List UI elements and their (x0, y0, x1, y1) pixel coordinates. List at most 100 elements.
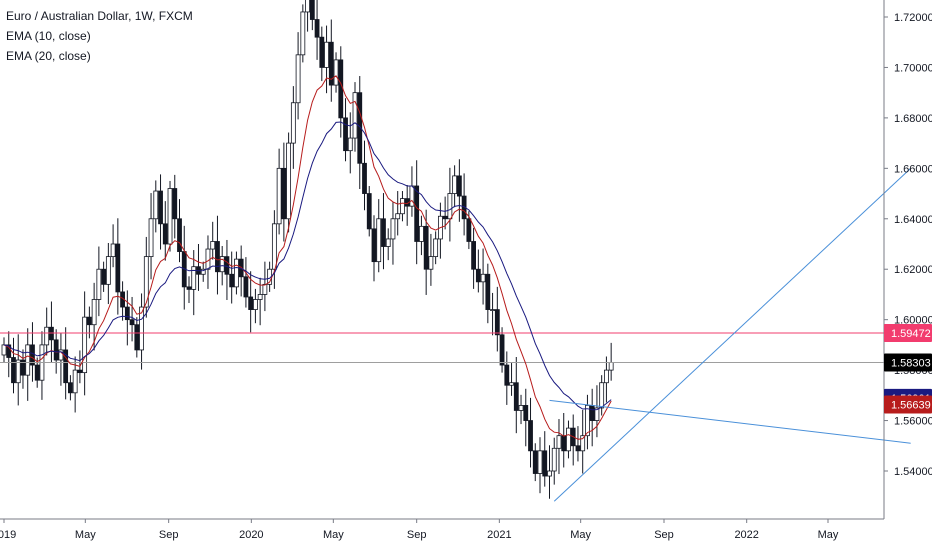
candle[interactable] (585, 394, 590, 450)
candle[interactable] (338, 46, 344, 138)
candle[interactable] (400, 191, 405, 222)
candle[interactable] (286, 132, 292, 233)
candle[interactable] (532, 443, 538, 482)
candle[interactable] (385, 228, 391, 261)
candle[interactable] (570, 414, 576, 466)
candle[interactable] (404, 184, 410, 226)
candle[interactable] (276, 148, 282, 235)
candle[interactable] (414, 160, 420, 265)
candle[interactable] (253, 288, 258, 324)
candle[interactable] (196, 244, 201, 291)
candle[interactable] (148, 193, 154, 280)
candle[interactable] (224, 239, 230, 300)
candle[interactable] (158, 174, 163, 250)
candle[interactable] (433, 231, 439, 265)
candle[interactable] (371, 215, 377, 282)
candle[interactable] (442, 196, 448, 230)
candle[interactable] (362, 140, 367, 211)
candle[interactable] (200, 261, 206, 282)
candle[interactable] (608, 342, 614, 381)
candle[interactable] (248, 271, 254, 333)
candle[interactable] (537, 437, 543, 494)
candle[interactable] (110, 224, 116, 268)
candle[interactable] (575, 426, 581, 462)
candle[interactable] (461, 173, 467, 236)
candle[interactable] (172, 174, 178, 239)
candle[interactable] (352, 82, 358, 152)
candle[interactable] (115, 218, 121, 315)
candle[interactable] (566, 420, 571, 459)
candle[interactable] (547, 445, 552, 499)
candle[interactable] (191, 250, 197, 316)
candle[interactable] (281, 142, 287, 242)
candle[interactable] (480, 248, 486, 305)
candle[interactable] (556, 419, 562, 475)
candle[interactable] (589, 388, 595, 447)
candle[interactable] (139, 293, 144, 370)
candle[interactable] (604, 356, 609, 403)
candle[interactable] (257, 277, 263, 326)
candle[interactable] (91, 282, 97, 351)
candle[interactable] (25, 328, 31, 401)
candle[interactable] (15, 334, 21, 406)
candle[interactable] (72, 356, 78, 413)
candle[interactable] (490, 292, 495, 336)
candle[interactable] (120, 281, 125, 321)
trendline[interactable] (553, 167, 912, 502)
candle[interactable] (343, 98, 348, 162)
candle[interactable] (271, 210, 277, 289)
candle[interactable] (509, 363, 514, 396)
candle[interactable] (162, 201, 168, 261)
candle[interactable] (580, 409, 586, 474)
candle[interactable] (305, 0, 310, 32)
candle[interactable] (124, 290, 130, 346)
candle[interactable] (167, 180, 173, 252)
candle[interactable] (1, 337, 7, 363)
candle[interactable] (456, 159, 462, 222)
legend-ema20[interactable]: EMA (20, close) (6, 49, 91, 63)
candle[interactable] (499, 327, 505, 373)
candle[interactable] (381, 193, 386, 270)
candle[interactable] (551, 437, 557, 485)
candle[interactable] (390, 202, 396, 265)
candle[interactable] (447, 167, 453, 242)
candle[interactable] (238, 245, 244, 297)
candle[interactable] (143, 236, 149, 318)
candle[interactable] (101, 261, 107, 292)
candle[interactable] (58, 333, 64, 386)
legend-symbol[interactable]: Euro / Australian Dollar, 1W, FXCM (6, 9, 193, 23)
candle[interactable] (39, 331, 45, 400)
candle[interactable] (262, 261, 268, 312)
candle[interactable] (82, 291, 88, 396)
trendline[interactable] (549, 399, 911, 444)
candle[interactable] (319, 26, 325, 82)
candle[interactable] (475, 249, 481, 293)
candle[interactable] (177, 199, 182, 263)
candle[interactable] (523, 388, 529, 447)
candle[interactable] (68, 375, 73, 401)
candle[interactable] (594, 385, 600, 438)
candle[interactable] (366, 185, 372, 237)
candle[interactable] (153, 180, 159, 233)
candle[interactable] (409, 166, 415, 217)
candle[interactable] (333, 52, 339, 93)
candle[interactable] (63, 327, 69, 400)
candle[interactable] (215, 215, 220, 295)
candle[interactable] (314, 0, 320, 60)
candle[interactable] (376, 199, 382, 273)
candle[interactable] (419, 215, 424, 256)
candle[interactable] (423, 209, 429, 295)
candle[interactable] (494, 286, 500, 352)
candle[interactable] (6, 331, 12, 378)
candle[interactable] (599, 375, 605, 416)
candle[interactable] (561, 412, 567, 468)
candle[interactable] (86, 306, 92, 339)
ema20-line[interactable] (3, 121, 612, 411)
candle[interactable] (309, 0, 315, 31)
candle[interactable] (229, 251, 235, 304)
candle[interactable] (186, 276, 192, 304)
candle[interactable] (105, 242, 111, 305)
candle[interactable] (234, 251, 239, 295)
candle[interactable] (324, 25, 329, 94)
candle[interactable] (518, 394, 524, 425)
